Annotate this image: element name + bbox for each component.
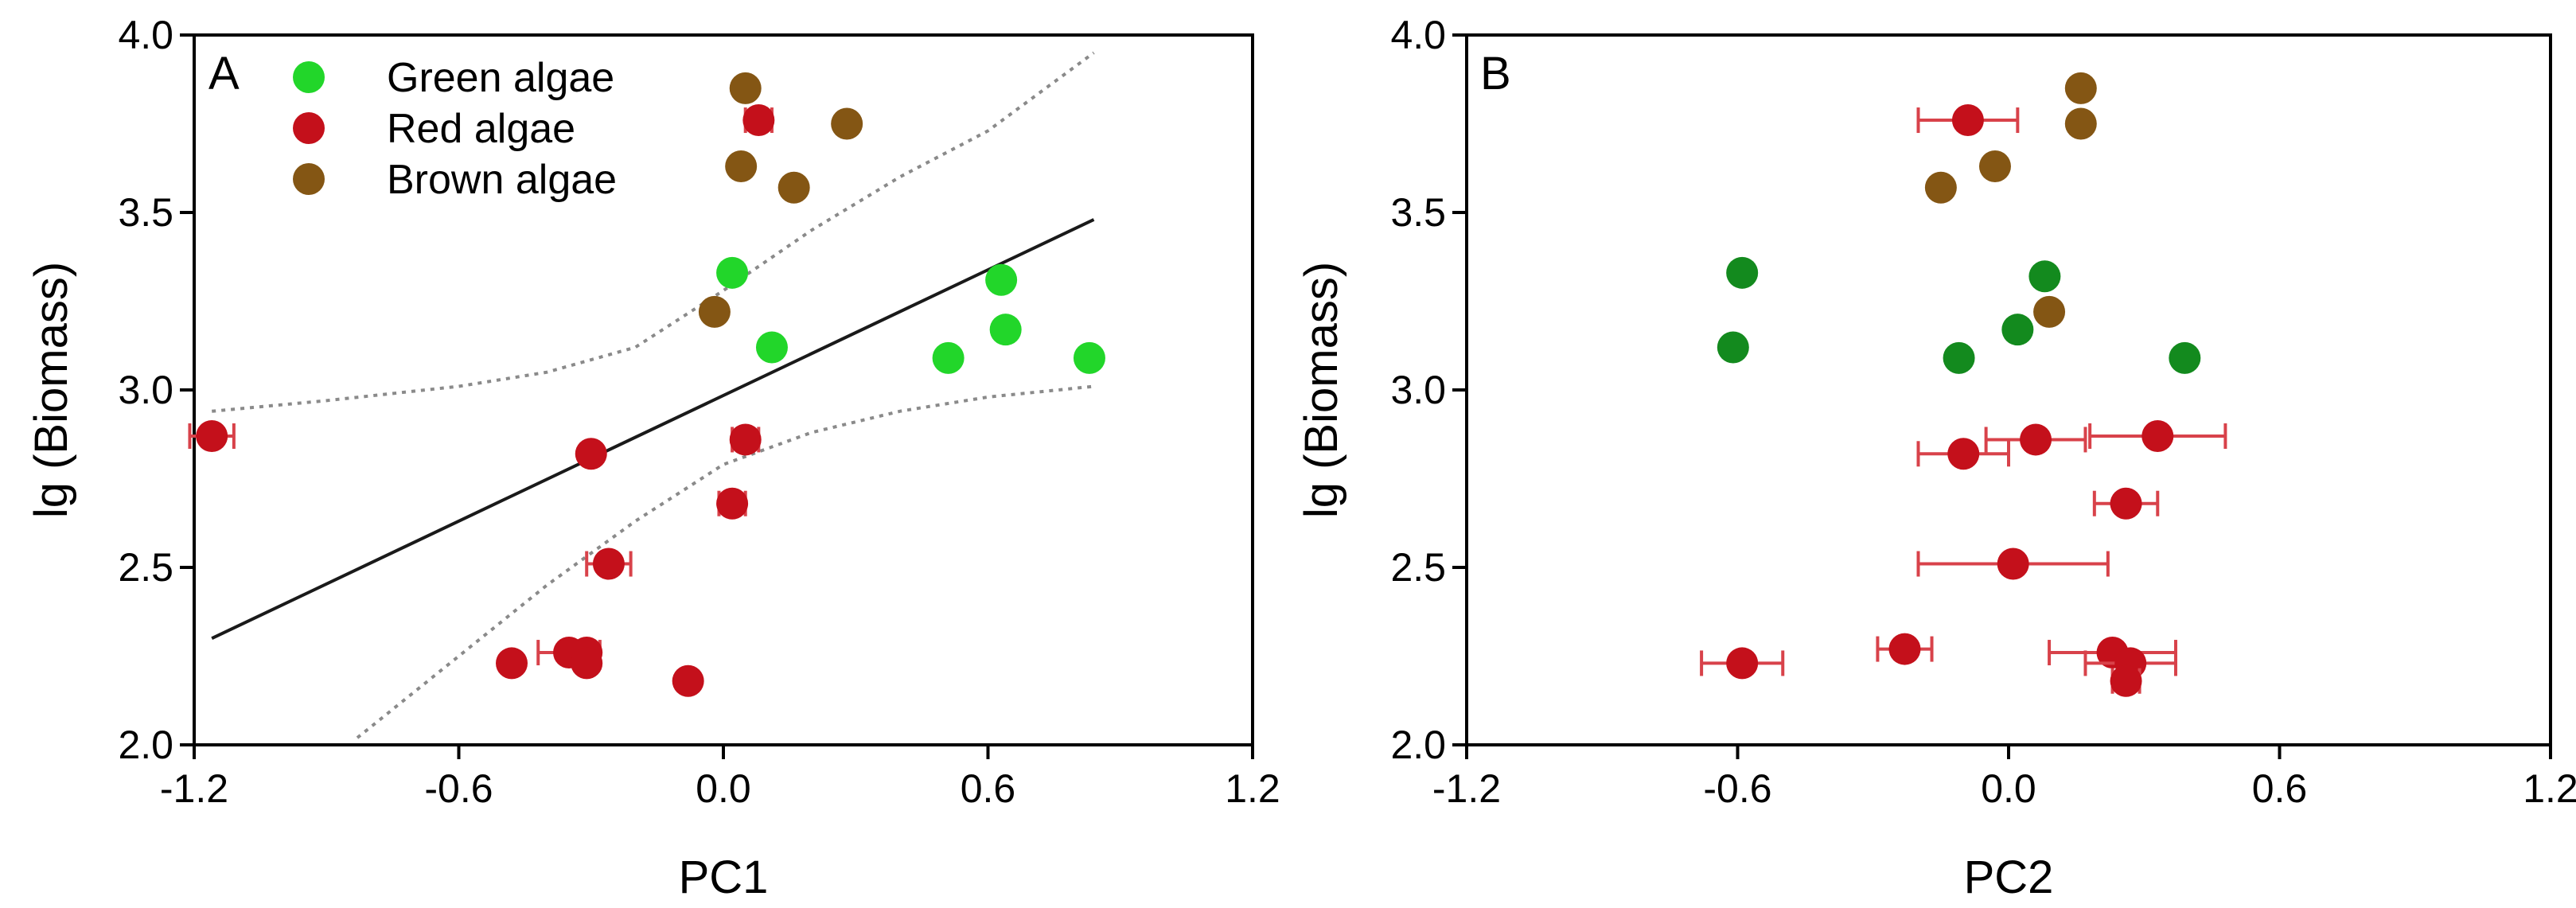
x-tick-label: 0.0 bbox=[696, 766, 751, 811]
y-tick-label: 3.0 bbox=[1390, 368, 1446, 412]
red-algae-point bbox=[1997, 548, 2029, 580]
data-points-b bbox=[1700, 72, 2227, 697]
legend-marker bbox=[293, 61, 325, 93]
regression-line-a bbox=[211, 218, 1095, 641]
x-tick-label: 1.2 bbox=[2523, 766, 2576, 811]
y-tick-label: 3.0 bbox=[118, 368, 173, 412]
red-algae-point bbox=[1951, 104, 1984, 137]
legend-marker bbox=[293, 112, 325, 144]
y-tick-label: 3.5 bbox=[1390, 190, 1446, 235]
confidence-band-a bbox=[212, 51, 1095, 739]
red-algae-point bbox=[2141, 419, 2174, 452]
plot-frame-a bbox=[193, 33, 1254, 746]
red-algae-point bbox=[729, 423, 762, 456]
x-tick-label: 0.0 bbox=[1981, 766, 2036, 811]
x-tick-label: -0.6 bbox=[424, 766, 493, 811]
green-algae-point bbox=[2169, 341, 2201, 374]
brown-algae-point bbox=[1924, 171, 1957, 204]
green-algae-point bbox=[932, 341, 965, 374]
brown-algae-point bbox=[1978, 150, 2011, 183]
green-algae-point bbox=[985, 263, 1018, 296]
brown-algae-point bbox=[725, 150, 758, 183]
brown-algae-point bbox=[831, 107, 863, 140]
brown-algae-point bbox=[2064, 72, 2097, 104]
panel-letter-b: B bbox=[1480, 48, 1511, 99]
y-tick-label: 2.0 bbox=[118, 723, 173, 767]
red-algae-point bbox=[1726, 647, 1759, 680]
green-algae-point bbox=[1073, 341, 1105, 374]
brown-algae-point bbox=[2033, 295, 2066, 328]
red-algae-point bbox=[2020, 423, 2052, 456]
green-algae-point bbox=[755, 331, 788, 364]
red-algae-point bbox=[2110, 487, 2142, 520]
data-points-a bbox=[188, 72, 1105, 697]
green-algae-point bbox=[1726, 256, 1759, 289]
y-ticks-a: 2.0 2.5 3.0 3.5 4.0 bbox=[118, 13, 194, 767]
x-tick-label: -1.2 bbox=[1432, 766, 1501, 811]
green-algae-point bbox=[716, 256, 749, 289]
legend: Green algae Red algae Brown algae bbox=[293, 55, 617, 203]
y-tick-label: 4.0 bbox=[1390, 13, 1446, 57]
brown-algae-point bbox=[2064, 107, 2097, 140]
x-ticks-b: -1.2 -0.6 0.0 0.6 1.2 bbox=[1432, 745, 2576, 811]
y-tick-label: 2.0 bbox=[1390, 723, 1446, 767]
y-axis-title-b: lg (Biomass) bbox=[1296, 262, 1347, 518]
red-algae-point bbox=[196, 419, 228, 452]
green-algae-point bbox=[1717, 331, 1749, 364]
y-tick-label: 4.0 bbox=[118, 13, 173, 57]
y-tick-label: 2.5 bbox=[1390, 545, 1446, 590]
plot-frame-b bbox=[1465, 33, 2552, 746]
x-tick-label: 0.6 bbox=[2252, 766, 2308, 811]
x-tick-label: -1.2 bbox=[160, 766, 228, 811]
x-tick-label: 1.2 bbox=[1225, 766, 1280, 811]
red-algae-point bbox=[742, 104, 775, 137]
x-tick-label: 0.6 bbox=[961, 766, 1016, 811]
red-algae-point bbox=[672, 664, 704, 697]
red-algae-point bbox=[592, 548, 625, 580]
green-algae-point bbox=[1943, 341, 1975, 374]
fit-line bbox=[211, 218, 1095, 641]
panel-b: 2.02.53.03.54.0 -1.2 -0.6 0.0 0.6 1.2 B PC2 … bbox=[1296, 13, 2576, 903]
legend-label: Brown algae bbox=[387, 157, 617, 203]
brown-algae-point bbox=[698, 295, 731, 328]
x-tick-label: -0.6 bbox=[1703, 766, 1771, 811]
green-algae-point bbox=[2001, 314, 2034, 346]
panel-a: 2.0 2.5 3.0 3.5 4.0 -1.2 -0.6 0.0 0.6 1.2 Green … bbox=[25, 13, 1280, 903]
y-axis-title-a: lg (Biomass) bbox=[25, 262, 77, 518]
y-tick-label: 3.5 bbox=[118, 190, 173, 235]
x-axis-title-b: PC2 bbox=[1964, 851, 2054, 903]
brown-algae-point bbox=[777, 171, 810, 204]
x-ticks-a: -1.2 -0.6 0.0 0.6 1.2 bbox=[160, 745, 1280, 811]
ci-upper-line bbox=[212, 51, 1095, 413]
red-algae-point bbox=[571, 647, 603, 680]
legend-label: Green algae bbox=[387, 55, 614, 101]
y-tick-label: 2.5 bbox=[118, 545, 173, 590]
green-algae-point bbox=[989, 314, 1022, 346]
red-algae-point bbox=[2110, 664, 2142, 697]
legend-marker bbox=[293, 163, 325, 195]
ci-lower-line bbox=[356, 384, 1094, 739]
y-ticks-b: 2.0 2.5 3.0 3.5 4.0 bbox=[1390, 13, 1467, 767]
red-algae-point bbox=[1947, 438, 1980, 470]
green-algae-point bbox=[2028, 260, 2061, 293]
panel-letter-a: A bbox=[208, 48, 240, 99]
x-axis-title-a: PC1 bbox=[679, 851, 769, 903]
brown-algae-point bbox=[729, 72, 762, 104]
red-algae-point bbox=[1888, 633, 1921, 665]
legend-label: Red algae bbox=[387, 106, 575, 152]
red-algae-point bbox=[575, 438, 607, 470]
red-algae-point bbox=[496, 647, 528, 680]
red-algae-point bbox=[716, 487, 749, 520]
